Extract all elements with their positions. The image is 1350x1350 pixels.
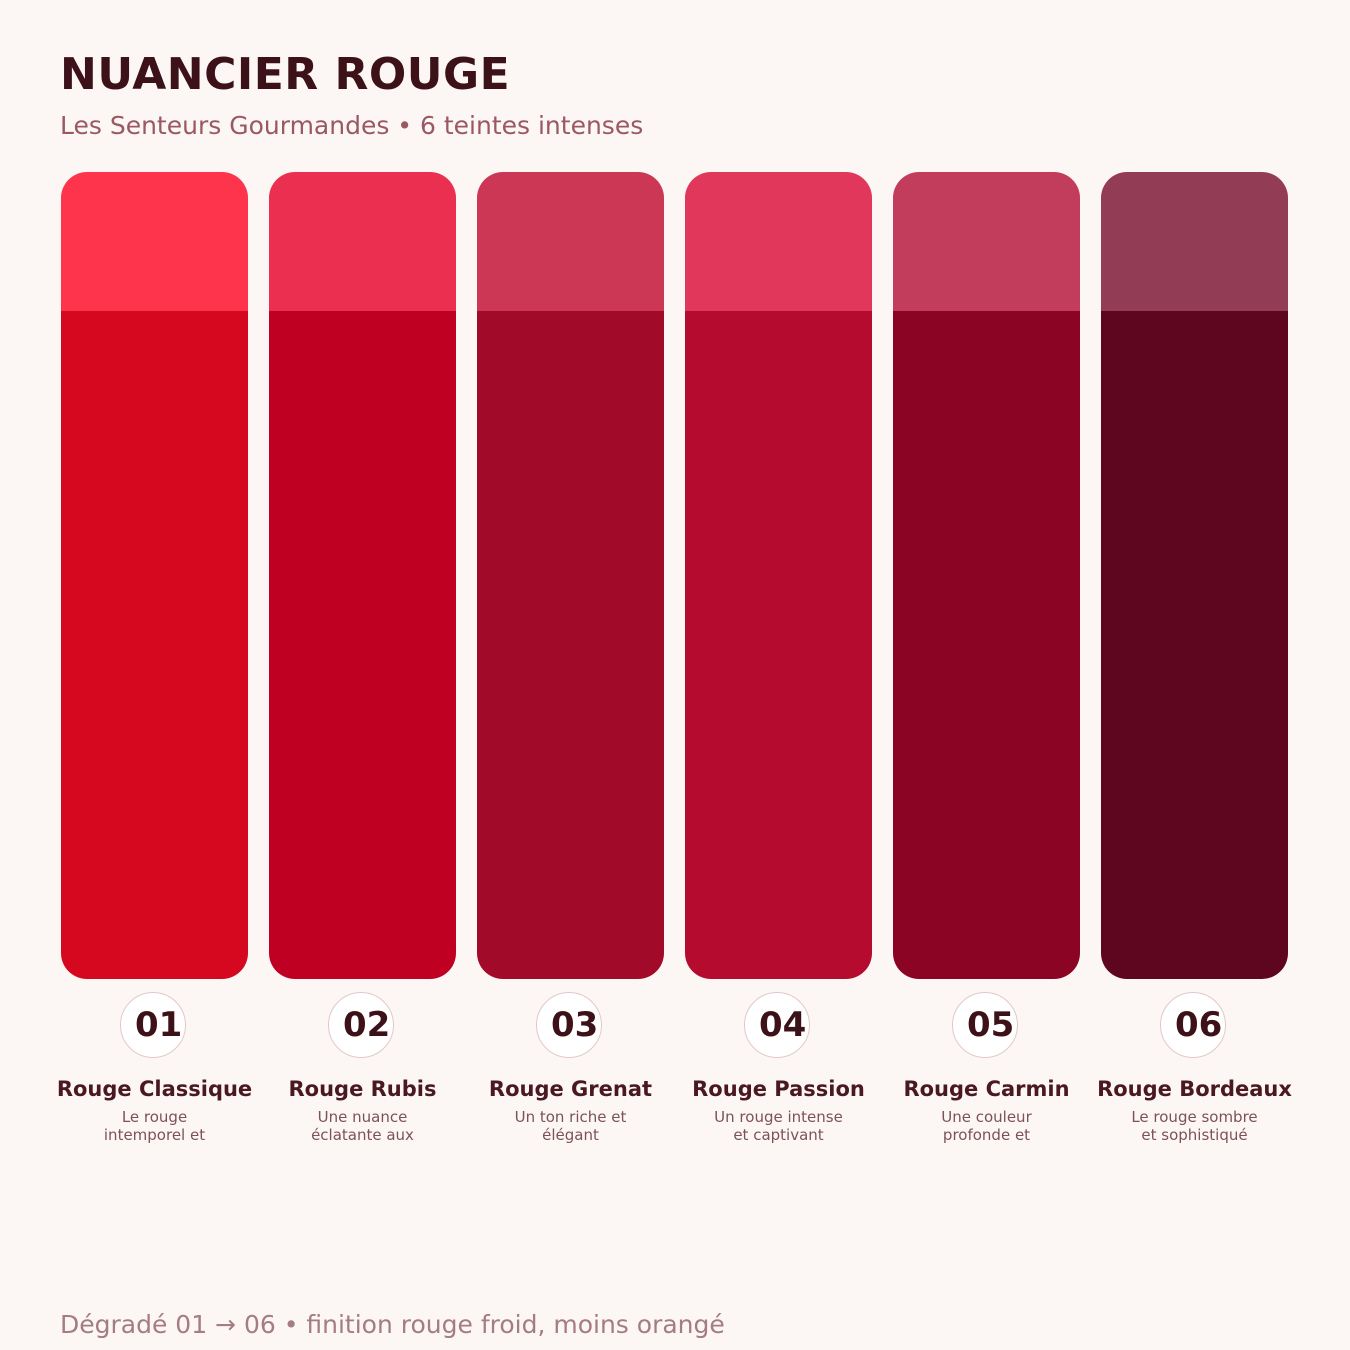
swatch-name: Rouge Passion bbox=[692, 1077, 865, 1101]
swatch-number: 04 bbox=[759, 1005, 807, 1045]
swatch-name: Rouge Carmin bbox=[903, 1077, 1070, 1101]
swatch-number: 01 bbox=[135, 1005, 183, 1045]
swatch-description: Le rouge sombre et sophistiqué bbox=[1131, 1108, 1258, 1144]
swatch-card[interactable]: 05 Rouge Carmin Une couleur profonde et bbox=[893, 172, 1080, 1144]
swatch-description: Un rouge intense et captivant bbox=[714, 1108, 843, 1144]
swatch-number: 05 bbox=[967, 1005, 1015, 1045]
tint-band bbox=[477, 172, 664, 311]
tint-band bbox=[893, 172, 1080, 311]
base-color bbox=[893, 311, 1080, 979]
swatch-number: 02 bbox=[343, 1005, 391, 1045]
swatch-description: Un ton riche et élégant bbox=[514, 1108, 627, 1144]
number-badge: 03 bbox=[536, 992, 602, 1058]
page-subtitle: Les Senteurs Gourmandes • 6 teintes inte… bbox=[60, 111, 644, 140]
page-title: NUANCIER ROUGE bbox=[60, 49, 511, 100]
color-block[interactable] bbox=[269, 172, 456, 979]
base-color bbox=[269, 311, 456, 979]
number-badge: 05 bbox=[952, 992, 1018, 1058]
number-badge: 04 bbox=[744, 992, 810, 1058]
swatch-name: Rouge Bordeaux bbox=[1097, 1077, 1292, 1101]
footer-note: Dégradé 01 → 06 • finition rouge froid, … bbox=[60, 1310, 725, 1339]
swatch-description: Une nuance éclatante aux bbox=[311, 1108, 414, 1144]
base-color bbox=[477, 311, 664, 979]
swatch-card[interactable]: 04 Rouge Passion Un rouge intense et cap… bbox=[685, 172, 872, 1144]
swatch-grid: 01 Rouge Classique Le rouge intemporel e… bbox=[57, 172, 1292, 1144]
color-block[interactable] bbox=[893, 172, 1080, 979]
base-color bbox=[1101, 311, 1288, 979]
tint-band bbox=[269, 172, 456, 311]
swatch-number: 03 bbox=[551, 1005, 599, 1045]
swatch-card[interactable]: 02 Rouge Rubis Une nuance éclatante aux bbox=[269, 172, 456, 1144]
base-color bbox=[61, 311, 248, 979]
color-block[interactable] bbox=[685, 172, 872, 979]
tint-band bbox=[1101, 172, 1288, 311]
number-badge: 02 bbox=[328, 992, 394, 1058]
color-block[interactable] bbox=[477, 172, 664, 979]
swatch-name: Rouge Classique bbox=[56, 1077, 253, 1101]
swatch-name: Rouge Grenat bbox=[488, 1077, 653, 1101]
swatch-description: Le rouge intemporel et bbox=[103, 1108, 206, 1144]
tint-band bbox=[61, 172, 248, 311]
swatch-card[interactable]: 06 Rouge Bordeaux Le rouge sombre et sop… bbox=[1097, 172, 1292, 1144]
number-badge: 06 bbox=[1160, 992, 1226, 1058]
swatch-number: 06 bbox=[1175, 1005, 1223, 1045]
swatch-card[interactable]: 03 Rouge Grenat Un ton riche et élégant bbox=[477, 172, 664, 1144]
swatch-card[interactable]: 01 Rouge Classique Le rouge intemporel e… bbox=[57, 172, 252, 1144]
base-color bbox=[685, 311, 872, 979]
number-badge: 01 bbox=[120, 992, 186, 1058]
tint-band bbox=[685, 172, 872, 311]
color-block[interactable] bbox=[61, 172, 248, 979]
swatch-description: Une couleur profonde et bbox=[941, 1108, 1032, 1144]
color-block[interactable] bbox=[1101, 172, 1288, 979]
swatch-name: Rouge Rubis bbox=[288, 1077, 437, 1101]
